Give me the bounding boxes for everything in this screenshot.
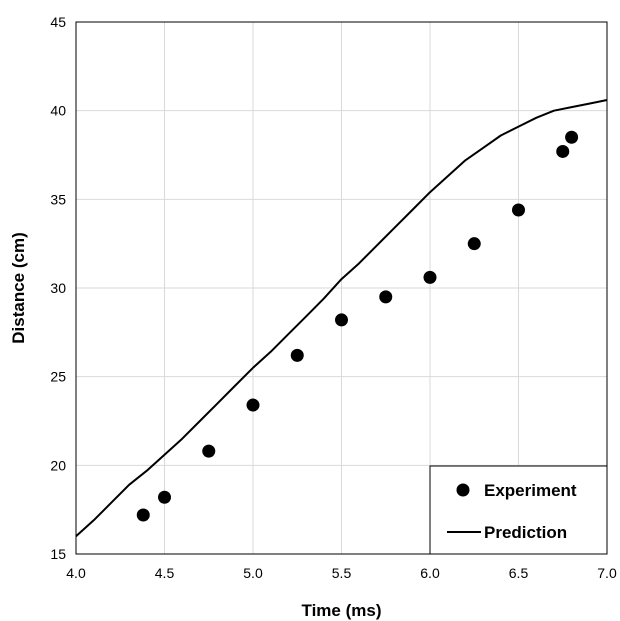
x-tick-label: 6.5 <box>509 565 529 581</box>
legend: Experiment Prediction <box>429 465 608 555</box>
y-tick-label: 20 <box>50 457 66 473</box>
legend-box <box>429 465 608 555</box>
y-tick-label: 45 <box>50 14 66 30</box>
y-axis-ticks: 15 20 25 30 35 40 45 <box>50 14 66 562</box>
y-tick-label: 25 <box>50 369 66 385</box>
x-tick-label: 4.5 <box>155 565 175 581</box>
experiment-point <box>335 313 348 327</box>
experiment-point <box>467 237 481 251</box>
legend-label-prediction: Prediction <box>484 523 567 542</box>
x-axis-ticks: 4.0 4.5 5.0 5.5 6.0 6.5 7.0 <box>66 565 617 581</box>
legend-marker-experiment <box>456 483 470 497</box>
x-tick-label: 7.0 <box>597 565 617 581</box>
x-tick-label: 4.0 <box>66 565 86 581</box>
prediction-line <box>75 99 608 538</box>
experiment-point <box>512 203 525 217</box>
y-tick-label: 40 <box>50 103 66 119</box>
y-axis-title: Distance (cm) <box>9 232 28 343</box>
experiment-point <box>423 270 437 284</box>
experiment-point <box>136 508 150 522</box>
x-tick-label: 5.5 <box>332 565 352 581</box>
x-tick-label: 6.0 <box>420 565 440 581</box>
experiment-point <box>246 398 260 412</box>
x-axis-title: Time (ms) <box>302 601 382 620</box>
experiment-point <box>565 130 579 144</box>
experiment-point <box>202 444 216 458</box>
legend-label-experiment: Experiment <box>484 481 577 500</box>
plot-area-frame <box>75 21 608 555</box>
x-tick-label: 5.0 <box>243 565 263 581</box>
experiment-point <box>290 348 304 362</box>
experiment-point <box>379 290 393 304</box>
experiment-point <box>556 144 570 158</box>
prediction-series <box>75 99 608 538</box>
y-tick-label: 30 <box>50 280 66 296</box>
experiment-point <box>158 490 171 504</box>
y-tick-label: 15 <box>50 546 66 562</box>
y-tick-label: 35 <box>50 191 66 207</box>
experiment-series <box>136 130 579 522</box>
